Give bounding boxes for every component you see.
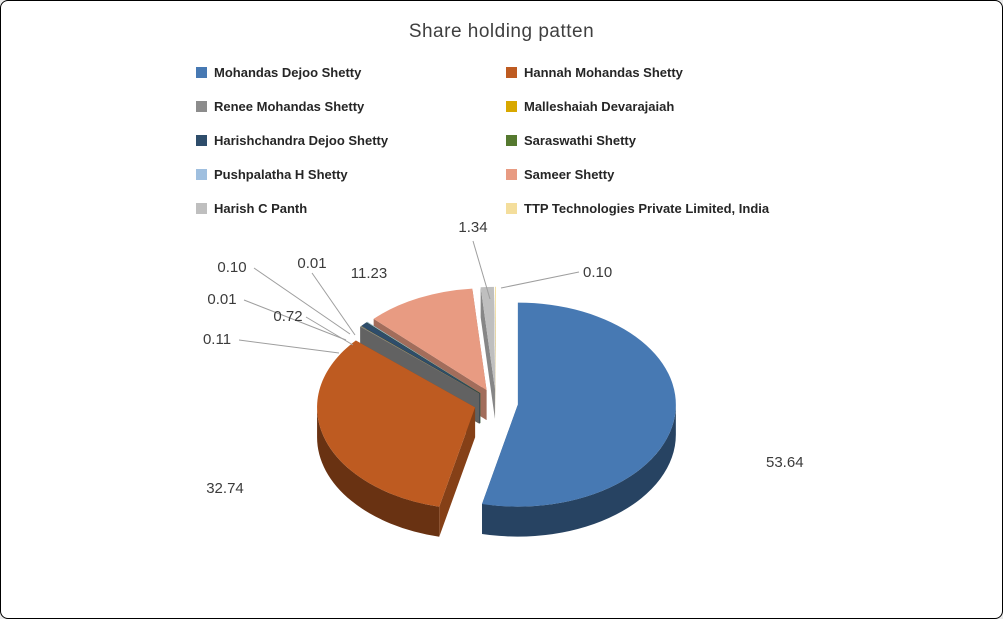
legend-item-pushpalatha-h-shetty[interactable]: Pushpalatha H Shetty	[196, 166, 506, 183]
leader-line-saraswathi-shetty	[311, 272, 356, 336]
pie-slice-harish-c-panth[interactable]	[480, 286, 495, 389]
pie-slice-side-ttp-technologies-private-limited-india	[494, 286, 496, 419]
legend-swatch-mohandas-dejoo-shetty	[196, 67, 207, 78]
legend-label: Pushpalatha H Shetty	[214, 167, 348, 182]
legend-item-harish-c-panth[interactable]: Harish C Panth	[196, 200, 506, 217]
legend-swatch-hannah-mohandas-shetty	[506, 67, 517, 78]
legend-label: Hannah Mohandas Shetty	[524, 65, 683, 80]
data-label-hannah-mohandas-shetty: 32.74	[206, 480, 244, 497]
data-label-sameer-shetty: 11.23	[351, 265, 387, 282]
legend-label: Harishchandra Dejoo Shetty	[214, 133, 389, 148]
legend-item-ttp-technologies-private-limited-india[interactable]: TTP Technologies Private Limited, India	[506, 200, 769, 217]
legend-label: Harish C Panth	[214, 201, 308, 216]
legend-item-renee-mohandas-shetty[interactable]: Renee Mohandas Shetty	[196, 98, 506, 115]
pie-slice-harishchandra-dejoo-shetty[interactable]	[361, 322, 480, 394]
legend-label: TTP Technologies Private Limited, India	[524, 201, 770, 216]
data-label-harishchandra-dejoo-shetty: 0.72	[273, 308, 302, 325]
legend-item-harishchandra-dejoo-shetty[interactable]: Harishchandra Dejoo Shetty	[196, 132, 506, 149]
legend-item-hannah-mohandas-shetty[interactable]: Hannah Mohandas Shetty	[506, 64, 769, 81]
legend-item-malleshaiah-devarajaiah[interactable]: Malleshaiah Devarajaiah	[506, 98, 769, 115]
data-label-malleshaiah-devarajaiah: 0.01	[207, 291, 236, 308]
pie-slice-rim-mohandas-dejoo-shetty	[482, 404, 676, 537]
leader-line-ttp-technologies-private-limited-india	[500, 271, 580, 289]
legend-swatch-pushpalatha-h-shetty	[196, 169, 207, 180]
chart-legend: Mohandas Dejoo Shetty Hannah Mohandas She…	[196, 64, 769, 217]
legend-swatch-sameer-shetty	[506, 169, 517, 180]
pie-slice-sameer-shetty[interactable]	[373, 288, 487, 391]
data-label-ttp-technologies-private-limited-india: 0.10	[583, 264, 612, 281]
legend-item-sameer-shetty[interactable]: Sameer Shetty	[506, 166, 769, 183]
legend-swatch-malleshaiah-devarajaiah	[506, 101, 517, 112]
pie-slice-renee-mohandas-shetty[interactable]	[360, 326, 480, 394]
data-label-pushpalatha-h-shetty: 0.10	[217, 259, 246, 276]
data-label-harish-c-panth: 1.34	[458, 219, 487, 236]
pie-slice-malleshaiah-devarajaiah[interactable]	[360, 326, 480, 394]
legend-swatch-harishchandra-dejoo-shetty	[196, 135, 207, 146]
legend-label: Malleshaiah Devarajaiah	[524, 99, 675, 114]
legend-swatch-harish-c-panth	[196, 203, 207, 214]
chart-title: Share holding patten	[408, 21, 595, 42]
legend-label: Sameer Shetty	[524, 167, 615, 182]
leader-line-renee-mohandas-shetty	[238, 339, 340, 354]
pie-slice-side-hannah-mohandas-shetty	[439, 407, 476, 537]
pie-slice-mohandas-dejoo-shetty[interactable]	[482, 302, 676, 507]
leader-line-harish-c-panth	[472, 240, 491, 300]
pie-slice-side-harish-c-panth	[480, 287, 495, 419]
legend-swatch-renee-mohandas-shetty	[196, 101, 207, 112]
legend-swatch-ttp-technologies-private-limited-india	[506, 203, 517, 214]
legend-swatch-saraswathi-shetty	[506, 135, 517, 146]
data-label-mohandas-dejoo-shetty: 53.64	[766, 454, 804, 471]
pie-slice-hannah-mohandas-shetty[interactable]	[317, 340, 476, 507]
pie-slice-rim-hannah-mohandas-shetty	[317, 407, 440, 537]
legend-label: Renee Mohandas Shetty	[214, 99, 365, 114]
pie-slice-ttp-technologies-private-limited-india[interactable]	[494, 286, 496, 389]
leader-line-harishchandra-dejoo-shetty	[305, 316, 354, 346]
leader-line-pushpalatha-h-shetty	[253, 267, 351, 335]
legend-item-saraswathi-shetty[interactable]: Saraswathi Shetty	[506, 132, 769, 149]
data-label-renee-mohandas-shetty: 0.11	[203, 331, 231, 348]
legend-label: Saraswathi Shetty	[524, 133, 636, 148]
legend-label: Mohandas Dejoo Shetty	[214, 65, 362, 80]
legend-item-mohandas-dejoo-shetty[interactable]: Mohandas Dejoo Shetty	[196, 64, 506, 81]
pie-slice-pushpalatha-h-shetty[interactable]	[366, 321, 481, 394]
data-label-saraswathi-shetty: 0.01	[297, 255, 326, 272]
leader-line-malleshaiah-devarajaiah	[243, 299, 347, 341]
pie-slice-saraswathi-shetty[interactable]	[366, 322, 481, 394]
